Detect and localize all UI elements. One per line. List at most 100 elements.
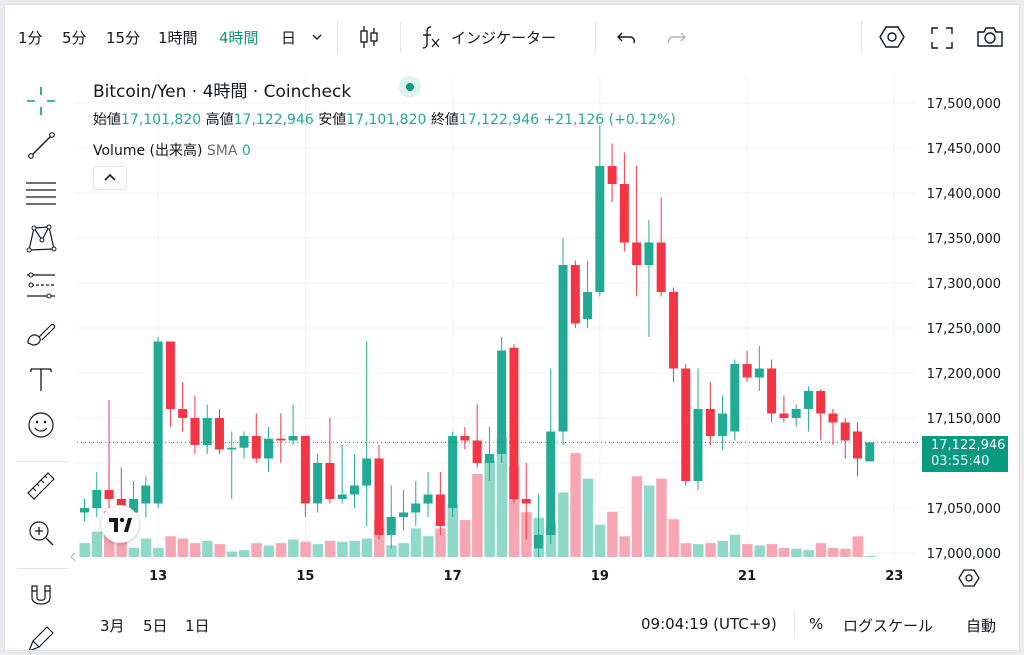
volume-bar [300, 541, 311, 557]
auto-scale-toggle[interactable]: 自動 [966, 617, 997, 635]
settings-hexagon-icon[interactable] [878, 24, 906, 50]
volume-bar [791, 548, 802, 557]
range-5d[interactable]: 5日 [143, 617, 168, 635]
scroll-left-icon[interactable] [69, 551, 77, 563]
bar-countdown: 03:55:40 [931, 454, 990, 469]
market-status-dot[interactable] [399, 76, 421, 98]
chart-widget: 1分 5分 15分 1時間 4時間 日 インジケーター [4, 4, 1020, 651]
volume-bar [643, 485, 655, 557]
range-3m[interactable]: 3月 [100, 617, 125, 635]
top-toolbar: 1分 5分 15分 1時間 4時間 日 インジケーター [5, 5, 1019, 69]
candle-body [767, 368, 777, 414]
interval-1m[interactable]: 1分 [18, 29, 43, 47]
candle-body [165, 341, 175, 409]
price-tick-label: 17,350,000 [927, 232, 1001, 247]
candle-body [190, 418, 200, 445]
candle-body [239, 436, 249, 448]
price-chart[interactable]: 17,000,00017,050,00017,100,00017,150,000… [5, 5, 1020, 595]
candle-body [411, 503, 421, 513]
candle-body [460, 436, 470, 441]
candle-body [214, 418, 224, 450]
range-1d[interactable]: 1日 [185, 617, 210, 635]
candle-body [423, 494, 433, 504]
emoji-icon[interactable] [25, 409, 57, 441]
sma-value: 0 [241, 143, 251, 159]
ruler-icon[interactable] [25, 470, 57, 502]
fullscreen-icon[interactable] [930, 26, 954, 50]
trend-line-icon[interactable] [25, 129, 57, 161]
log-scale-toggle[interactable]: ログスケール [843, 617, 934, 635]
candle-body [80, 508, 89, 513]
candle-body [570, 265, 580, 324]
candle-body [816, 391, 826, 414]
volume-bar [189, 543, 201, 557]
interval-1h[interactable]: 1時間 [158, 29, 198, 47]
interval-15m[interactable]: 15分 [106, 29, 141, 47]
volume-bar [680, 543, 692, 557]
candle-body [668, 292, 678, 369]
volume-bar [582, 478, 594, 557]
volume-bar [275, 543, 287, 557]
candle-body [448, 436, 458, 508]
pencil-icon[interactable] [25, 625, 57, 651]
volume-bar [827, 547, 839, 557]
volume-bar [202, 540, 213, 557]
time-axis: 13 15 17 19 21 23 [149, 569, 903, 584]
axis-settings-hexagon-icon[interactable] [958, 568, 980, 588]
brush-icon[interactable] [25, 317, 57, 349]
candle-body [828, 413, 838, 423]
chevron-up-icon [104, 173, 116, 181]
time-tick-label: 23 [885, 569, 903, 584]
chevron-down-icon[interactable] [310, 30, 324, 44]
undo-icon[interactable] [616, 27, 638, 47]
toolbar-divider [17, 461, 69, 462]
collapse-legend-button[interactable] [93, 166, 127, 190]
close-value: 17,122,946 [458, 112, 540, 128]
symbol-title[interactable]: Bitcoin/Yen · 4時間 · Coincheck [93, 82, 352, 102]
zoom-in-icon[interactable] [25, 517, 57, 549]
indicators-button[interactable]: インジケーター [451, 29, 557, 47]
interval-1d[interactable]: 日 [281, 29, 297, 47]
candle-body [803, 391, 813, 409]
candle-body [251, 436, 261, 459]
fib-retracement-icon[interactable] [25, 177, 57, 209]
volume-bar [472, 473, 483, 557]
sma-label: SMA [206, 143, 238, 159]
interval-4h[interactable]: 4時間 [219, 29, 259, 47]
volume-legend[interactable]: Volume (出来高) SMA 0 [93, 140, 251, 160]
forecast-icon[interactable] [25, 269, 57, 301]
candle-body [178, 409, 188, 418]
last-price: 17,122,946 [931, 438, 1006, 453]
candle-body [362, 458, 372, 486]
volume-bar [447, 503, 459, 557]
volume-bar [717, 540, 729, 557]
volume-bar [153, 547, 164, 557]
camera-icon[interactable] [976, 25, 1004, 49]
volume-bar [410, 528, 422, 557]
volume-bar [766, 544, 778, 557]
candle-body [558, 265, 568, 432]
candles-icon[interactable] [357, 24, 381, 50]
price-axis: 17,000,00017,050,00017,100,00017,150,000… [927, 97, 1001, 562]
candle-body [264, 438, 274, 459]
candle-body [129, 499, 139, 513]
magnet-icon[interactable] [25, 580, 57, 612]
volume-bar [496, 437, 508, 557]
candle-body [546, 431, 556, 535]
candle-body [705, 409, 715, 436]
candle-body [656, 242, 666, 292]
text-tool-icon[interactable] [25, 363, 57, 395]
redo-icon[interactable] [665, 27, 687, 47]
crosshair-icon[interactable] [25, 85, 57, 117]
volume-bar [742, 544, 753, 557]
percent-toggle[interactable]: % [809, 615, 824, 633]
candle-body [607, 166, 617, 184]
tradingview-logo[interactable] [101, 505, 139, 543]
tv-logo-icon [109, 517, 132, 532]
interval-5m[interactable]: 5分 [62, 29, 87, 47]
volume-bar [140, 538, 152, 557]
candle-body [509, 347, 519, 499]
pattern-icon[interactable] [25, 222, 57, 254]
indicators-fx-icon[interactable] [419, 24, 443, 50]
clock-timezone[interactable]: 09:04:19 (UTC+9) [641, 615, 777, 633]
